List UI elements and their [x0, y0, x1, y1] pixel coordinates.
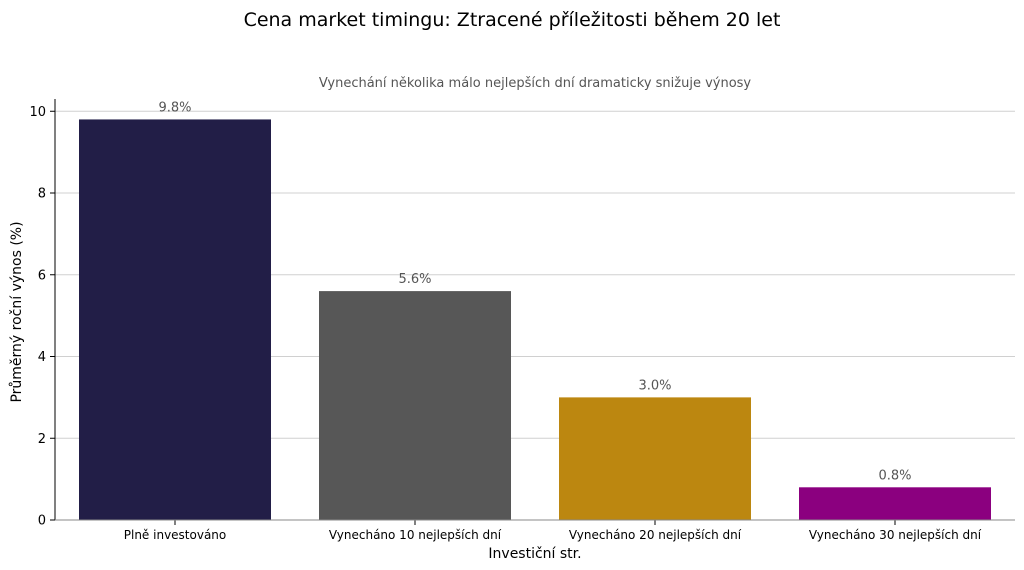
x-tick-label: Plně investováno	[124, 528, 227, 542]
data-labels: 9.8% 5.6% 3.0% 0.8%	[158, 100, 911, 483]
bar	[559, 397, 751, 520]
bar	[79, 119, 271, 520]
y-tick-label: 4	[38, 350, 46, 365]
chart-subtitle: Vynechání několika málo nejlepších dní d…	[319, 76, 752, 91]
chart-title: Cena market timingu: Ztracené příležitos…	[244, 9, 781, 31]
y-tick-label: 2	[38, 432, 46, 447]
y-axis-label: Průměrný roční výnos (%)	[9, 221, 25, 402]
y-tick-label: 6	[38, 268, 46, 283]
data-label: 0.8%	[878, 468, 911, 483]
x-axis-label: Investiční str.	[488, 546, 581, 562]
x-tick-label: Vynecháno 30 nejlepších dní	[809, 528, 982, 542]
bars	[79, 119, 991, 520]
data-label: 5.6%	[398, 272, 431, 287]
y-tick-label: 8	[38, 187, 46, 202]
y-tick-label: 10	[29, 105, 46, 120]
bar	[319, 291, 511, 520]
axes	[50, 99, 1015, 525]
tick-labels: 0 2 4 6 8 10 Plně investováno Vynecháno 10 nejl…	[29, 105, 981, 542]
x-tick-label: Vynecháno 20 nejlepších dní	[569, 528, 742, 542]
data-label: 9.8%	[158, 100, 191, 115]
y-tick-label: 0	[38, 514, 46, 529]
x-tick-label: Vynecháno 10 nejlepších dní	[329, 528, 502, 542]
bar	[799, 487, 991, 520]
data-label: 3.0%	[638, 378, 671, 393]
